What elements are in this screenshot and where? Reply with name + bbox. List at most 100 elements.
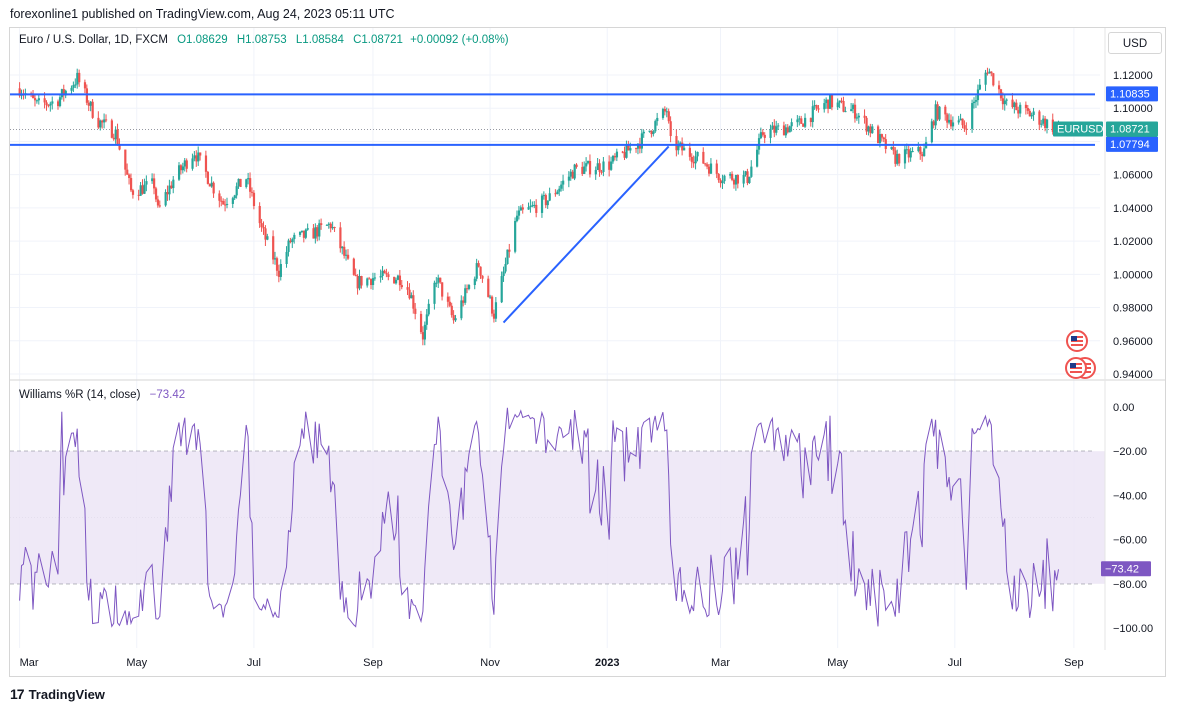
footer-brand[interactable]: 17 TradingView: [10, 686, 105, 702]
candle-body: [865, 117, 868, 132]
candle-body: [435, 282, 438, 284]
candle-body: [151, 178, 154, 182]
candle-body: [813, 105, 816, 107]
candle-body: [1001, 98, 1005, 105]
candle-body: [636, 143, 640, 149]
candle-body: [373, 277, 377, 279]
williams-tag-bg: [1101, 561, 1151, 577]
candle-body: [761, 132, 764, 135]
candle-body: [43, 98, 46, 103]
candle-body: [640, 133, 643, 149]
candle-body: [529, 205, 532, 208]
candle-body: [736, 174, 740, 184]
candle-body: [853, 104, 857, 119]
candle-body: [72, 85, 75, 88]
candle-body: [932, 121, 935, 126]
candle-body: [663, 108, 667, 112]
candle-body: [491, 296, 494, 314]
candle-body: [366, 278, 369, 286]
candle-body: [168, 185, 171, 195]
candle-body: [293, 234, 296, 240]
candle-body: [508, 249, 511, 252]
candle-body: [97, 117, 100, 128]
candle-body: [446, 296, 450, 302]
candle-body: [462, 300, 465, 303]
candle-body: [963, 125, 966, 129]
candle-body: [540, 195, 544, 213]
candle-body: [287, 240, 290, 252]
candle-body: [450, 305, 453, 316]
candle-body: [406, 287, 409, 290]
candle-body: [57, 101, 60, 107]
candle-body: [721, 181, 724, 184]
candle-body: [936, 104, 939, 120]
candle-body: [992, 73, 995, 86]
candle-body: [548, 193, 551, 201]
ohlc-close: C1.08721: [353, 34, 403, 46]
candle-body: [233, 195, 236, 199]
candle-body: [934, 104, 937, 126]
candles: [18, 67, 1060, 346]
candle-body: [919, 147, 922, 155]
indicator-name[interactable]: Williams %R (14, close): [19, 389, 141, 401]
candle-body: [867, 126, 870, 132]
candle-body: [358, 276, 361, 289]
candle-body: [83, 82, 87, 89]
candle-body: [35, 100, 39, 102]
symbol-title[interactable]: Euro / U.S. Dollar, 1D, FXCM: [19, 34, 168, 46]
williams-band: [10, 451, 1105, 584]
williams-tick-label: −100.00: [1113, 623, 1153, 635]
currency-button[interactable]: USD: [1108, 32, 1162, 54]
candle-body: [266, 236, 269, 240]
candle-body: [421, 332, 425, 340]
williams-tick-label: 0.00: [1113, 402, 1134, 414]
candle-body: [750, 166, 753, 177]
candle-body: [798, 118, 801, 120]
candle-body: [692, 161, 695, 164]
ohlc-low: L1.08584: [295, 34, 344, 46]
candle-body: [527, 207, 530, 210]
candle-body: [137, 194, 140, 196]
candle-body: [544, 195, 547, 206]
candle-body: [521, 207, 524, 210]
candle-body: [706, 164, 709, 167]
candle-body: [258, 206, 261, 224]
candle-body: [139, 185, 142, 196]
candle-body: [652, 131, 655, 135]
candle-body: [830, 95, 834, 108]
candle-body: [828, 95, 832, 109]
candle-body: [569, 171, 572, 177]
candle-body: [494, 302, 498, 319]
candle-body: [354, 274, 357, 276]
candle-body: [298, 232, 302, 235]
candle-body: [514, 221, 517, 252]
candle-body: [356, 275, 359, 289]
candle-body: [126, 169, 129, 175]
candle-body: [1024, 104, 1028, 109]
candle-body: [965, 128, 968, 130]
candle-body: [769, 129, 772, 138]
candle-body: [949, 119, 953, 127]
candle-body: [573, 164, 576, 179]
candle-body: [863, 115, 866, 118]
candle-body: [166, 192, 169, 195]
candle-body: [343, 246, 346, 256]
candle-body: [327, 223, 330, 225]
candle-body: [594, 169, 597, 175]
candle-body: [571, 171, 574, 179]
candle-body: [602, 161, 605, 172]
candle-body: [756, 149, 759, 167]
candle-body: [454, 318, 457, 321]
time-tick-label: Sep: [363, 657, 383, 669]
candle-body: [448, 301, 451, 306]
candle-body: [302, 230, 306, 238]
candle-body: [669, 121, 672, 137]
candle-body: [183, 160, 186, 167]
candle-body: [852, 104, 855, 110]
candle-body: [838, 100, 841, 103]
candle-body: [583, 166, 586, 174]
candle-body: [763, 134, 766, 138]
candle-body: [717, 173, 720, 181]
support-tag: 1.07794: [1110, 139, 1150, 151]
